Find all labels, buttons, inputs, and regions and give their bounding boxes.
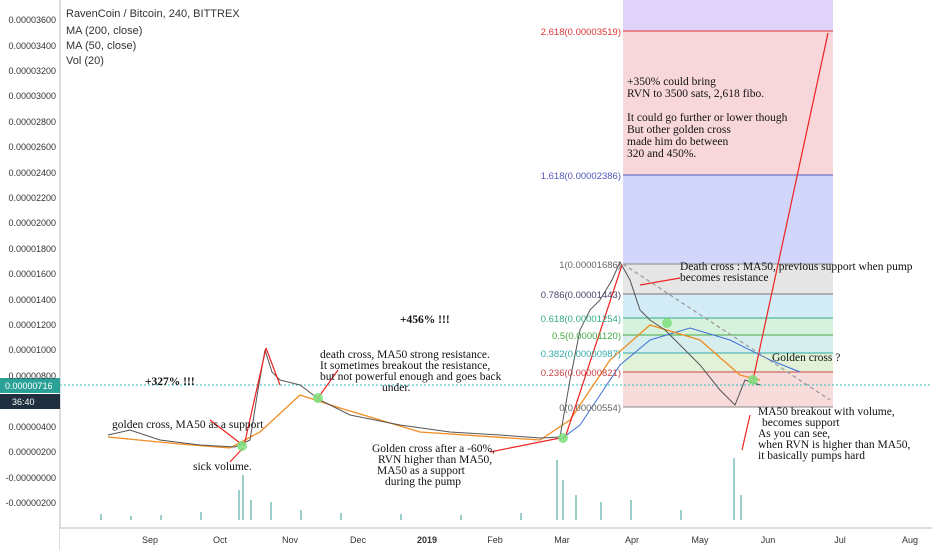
annotation: +327% !!! bbox=[145, 376, 195, 388]
y-tick-label: 0.00002200 bbox=[8, 193, 56, 203]
indicator: MA (50, close) bbox=[66, 40, 136, 52]
timer-box bbox=[0, 394, 60, 409]
x-tick-label: Apr bbox=[625, 535, 639, 545]
timer-label: 36:40 bbox=[12, 397, 35, 407]
symbol: RavenCoin / Bitcoin, 240, BITTREX bbox=[66, 8, 240, 20]
y-tick-label: 0.00002600 bbox=[8, 142, 56, 152]
annotation: +456% !!! bbox=[400, 314, 450, 326]
x-tick-label: May bbox=[691, 535, 709, 545]
fib-level-label: 1.618(0.00002386) bbox=[541, 171, 621, 182]
cross-markers bbox=[237, 318, 758, 451]
annotation: MA50 as a support bbox=[377, 465, 466, 477]
fib-level-label: 0.786(0.00001443) bbox=[541, 290, 621, 301]
price bbox=[107, 260, 761, 448]
annotation: RVN to 3500 sats, 2,618 fibo. bbox=[627, 88, 764, 100]
annotation: but not powerful enough and goes back bbox=[320, 371, 502, 383]
y-axis-panel bbox=[0, 0, 60, 550]
y-tick-label: 0.00001600 bbox=[8, 269, 56, 279]
annotation: It sometimes breakout the resistance, bbox=[320, 360, 490, 372]
indicator: MA (200, close) bbox=[66, 25, 142, 37]
annotation: under. bbox=[382, 382, 411, 394]
y-tick-label: 0.00000400 bbox=[8, 422, 56, 432]
annotation: 320 and 450%. bbox=[627, 148, 696, 160]
y-tick-label: 0.00000200 bbox=[8, 447, 56, 457]
annotation: Golden cross after a -60%, bbox=[372, 443, 495, 455]
y-tick-label: 0.00001800 bbox=[8, 244, 56, 254]
x-tick-label: Nov bbox=[282, 535, 299, 545]
annotation: Golden cross ? bbox=[772, 352, 840, 364]
fib-zones bbox=[623, 0, 833, 408]
annotation: sick volume. bbox=[193, 461, 252, 473]
annotation: RVN higher than MA50, bbox=[378, 454, 492, 466]
y-tick-label: 0.00003600 bbox=[8, 15, 56, 25]
fib-level-label: 0.236(0.00000821) bbox=[541, 368, 621, 379]
fib-level-label: 2.618(0.00003519) bbox=[541, 27, 621, 38]
annotation: death cross, MA50 strong resistance. bbox=[320, 349, 490, 361]
x-tick-label: Sep bbox=[142, 535, 158, 545]
indicator: Vol (20) bbox=[66, 55, 104, 67]
y-tick-label: -0.00000000 bbox=[5, 473, 56, 483]
fib-level-label: 0.382(0.00000987) bbox=[541, 349, 621, 360]
annotation: Death cross : MA50, previous support whe… bbox=[680, 261, 913, 273]
x-tick-label: Jul bbox=[834, 535, 846, 545]
y-tick-label: -0.00000200 bbox=[5, 498, 56, 508]
annotation: golden cross, MA50 as a support bbox=[112, 419, 264, 431]
y-tick-label: 0.00002800 bbox=[8, 117, 56, 127]
x-tick-label: 2019 bbox=[417, 535, 437, 545]
y-tick-label: 0.00003200 bbox=[8, 66, 56, 76]
fib-level-label: 0.5(0.00001120) bbox=[552, 331, 621, 342]
y-tick-label: 0.00001200 bbox=[8, 320, 56, 330]
y-tick-label: 0.00000800 bbox=[8, 371, 56, 381]
y-tick-label: 0.00002000 bbox=[8, 218, 56, 228]
y-tick-label: 0.00003400 bbox=[8, 41, 56, 51]
ma50 bbox=[107, 324, 761, 449]
annotation: during the pump bbox=[385, 476, 461, 488]
x-tick-label: Jun bbox=[761, 535, 776, 545]
y-tick-label: 0.00001000 bbox=[8, 345, 56, 355]
y-tick-label: 0.00001400 bbox=[8, 295, 56, 305]
x-tick-label: Oct bbox=[213, 535, 228, 545]
x-axis-panel bbox=[60, 528, 932, 550]
annotation: it basically pumps hard bbox=[758, 450, 865, 462]
annotation: It could go further or lower though bbox=[627, 112, 788, 124]
y-tick-label: 0.00003000 bbox=[8, 91, 56, 101]
fib-level-label: 1(0.00001686) bbox=[559, 260, 621, 271]
ma200 bbox=[559, 327, 801, 441]
x-tick-label: Mar bbox=[554, 535, 570, 545]
fib-level-label: 0.618(0.00001254) bbox=[541, 314, 621, 325]
annotation: made him do between bbox=[627, 136, 728, 148]
annotation: But other golden cross bbox=[627, 124, 731, 136]
annotation: MA50 breakout with volume, bbox=[758, 406, 895, 418]
price-box bbox=[0, 378, 60, 393]
x-tick-label: Feb bbox=[487, 535, 503, 545]
x-tick-label: Aug bbox=[902, 535, 918, 545]
annotation: +350% could bring bbox=[627, 76, 716, 88]
annotation: when RVN is higher than MA50, bbox=[758, 439, 911, 451]
annotation: becomes resistance bbox=[680, 272, 768, 284]
annotation: becomes support bbox=[762, 417, 840, 429]
annotation: As you can see, bbox=[758, 428, 830, 440]
y-tick-label: 0.00002400 bbox=[8, 168, 56, 178]
x-tick-label: Dec bbox=[350, 535, 367, 545]
fib-level-label: 0(0.00000554) bbox=[559, 403, 621, 414]
price-label: 0.00000716 bbox=[5, 381, 53, 391]
